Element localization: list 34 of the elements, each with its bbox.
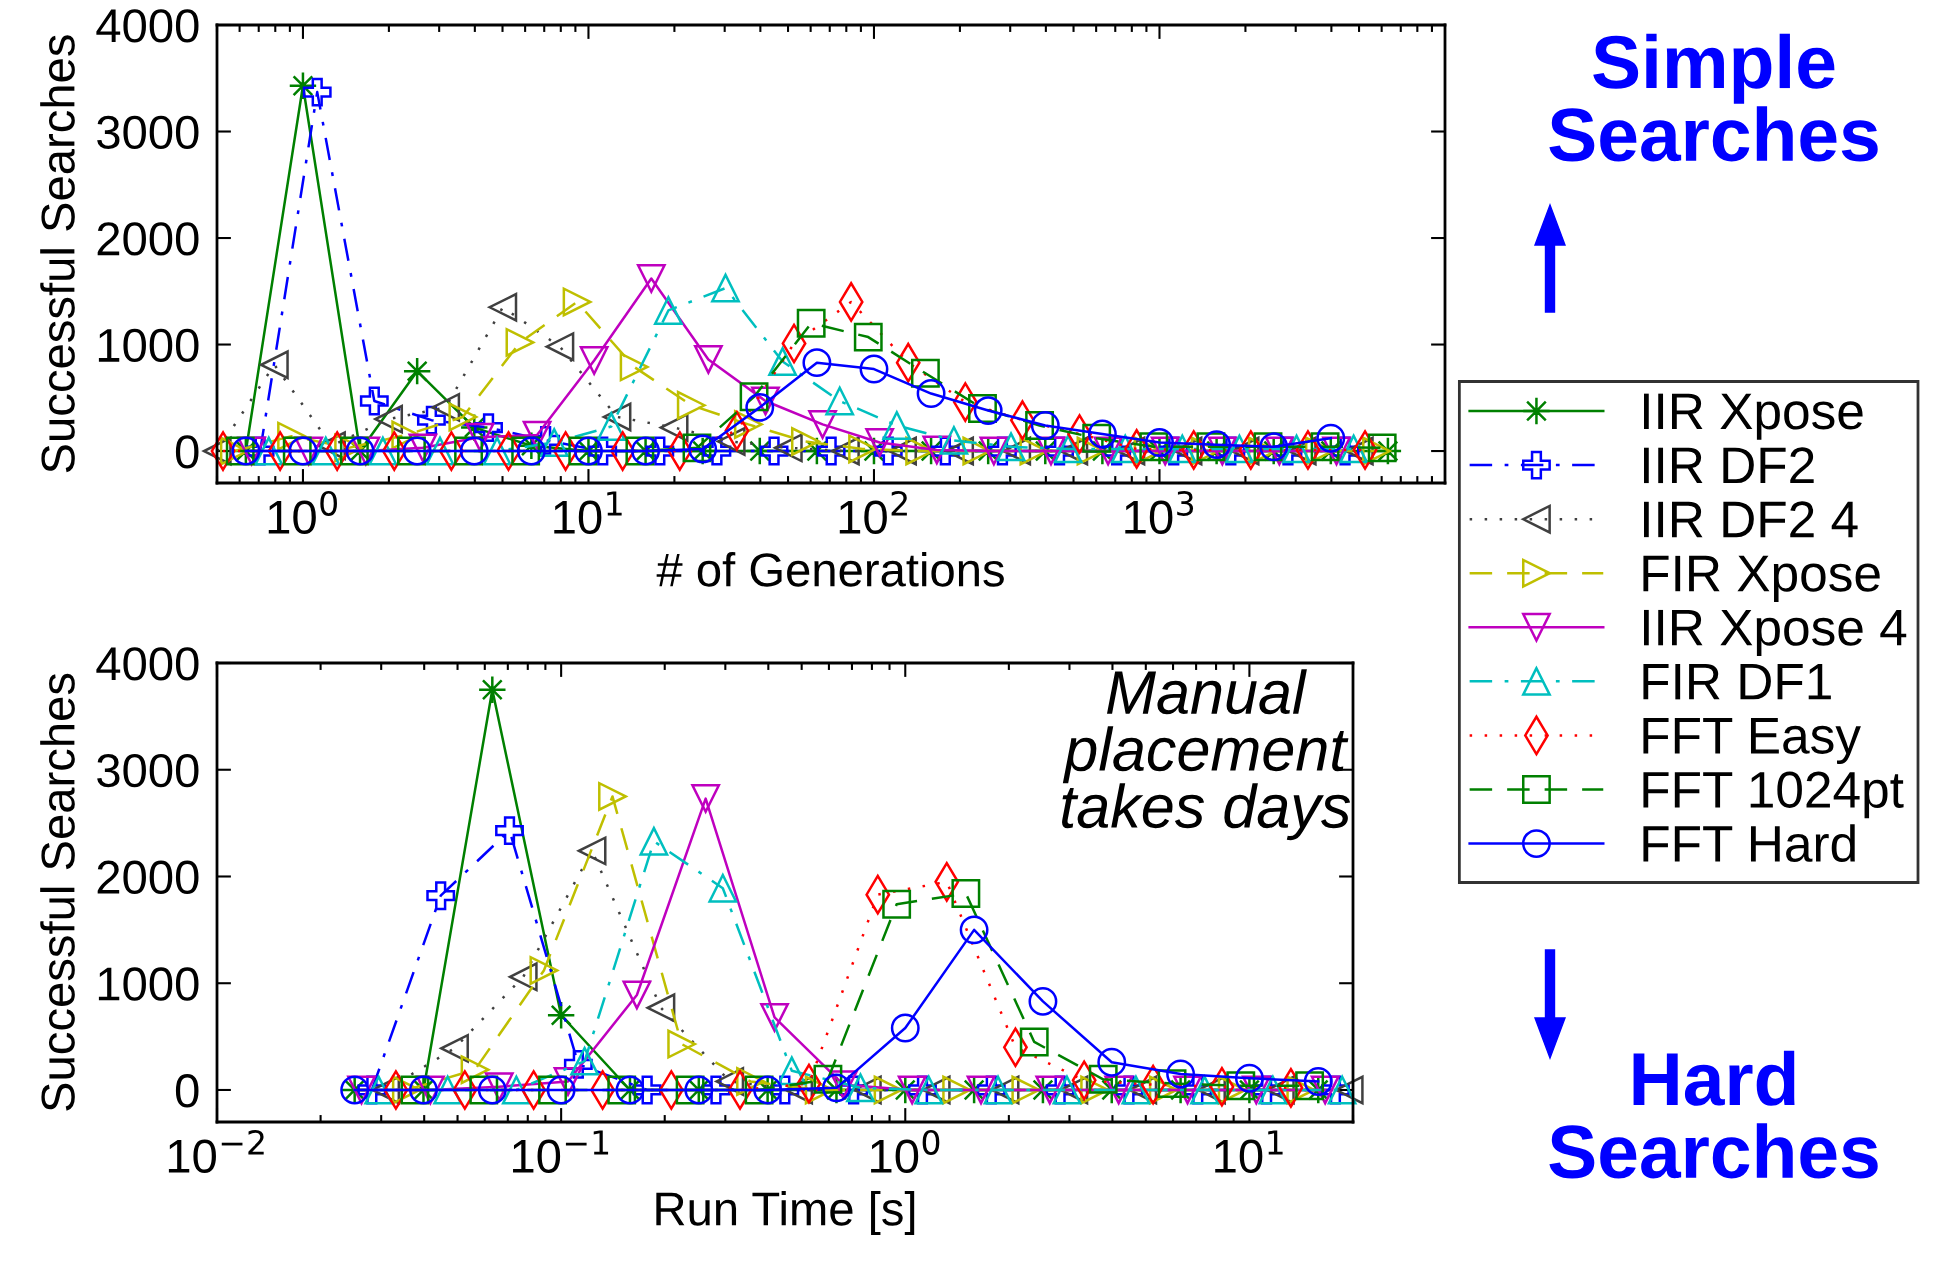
legend-label: IIR Xpose [1643,393,1863,440]
legend-label: FFT Easy [1643,718,1861,765]
x-tick-label: 10$^{3}$ [1125,490,1194,534]
y-axis-title: Successful Searches [40,673,75,1111]
legend-label: IIR DF2 4 [1643,501,1858,538]
y-tick-label: 1000 [98,328,199,363]
annotation: Manual placement takes days [1062,669,1351,841]
y-tick-label: 3000 [97,753,199,788]
legend-label: FFT 1024pt [1643,771,1904,819]
y-tick-label: 3000 [97,115,199,150]
legend-label: IIR Xpose 4 [1643,609,1907,656]
x-tick-label: 10$^{−1}$ [513,1130,609,1174]
legend-label: FFT Hard [1643,824,1855,863]
y-tick-label: 2000 [97,222,199,256]
y-axis-title: Successful Searches [40,35,75,473]
x-tick-label: 10$^{−2}$ [168,1129,264,1173]
text: Hard Searches [1549,1050,1878,1179]
x-axis-title: Run Time [s] [656,1191,915,1236]
x-tick-label: 10$^{2}$ [839,490,907,534]
legend-label: FIR Xpose [1643,555,1880,602]
y-tick-label: 0 [175,435,199,469]
legend-label: IIR DF2 [1643,447,1814,484]
y-tick-label: 0 [175,1074,199,1108]
x-tick-label: 10$^{1}$ [1215,1130,1283,1174]
text: Simple Searches [1549,33,1878,162]
x-axis-title: # of Generations [656,552,1004,587]
y-tick-label: 4000 [96,647,199,681]
y-tick-label: 2000 [97,860,199,895]
y-tick-label: 4000 [96,9,199,43]
x-tick-label: 10$^{0}$ [268,490,337,534]
y-tick-label: 1000 [98,967,199,1001]
x-tick-label: 10$^{0}$ [871,1129,940,1173]
legend-label: FIR DF1 [1643,664,1831,700]
x-tick-label: 10$^{1}$ [554,491,622,535]
